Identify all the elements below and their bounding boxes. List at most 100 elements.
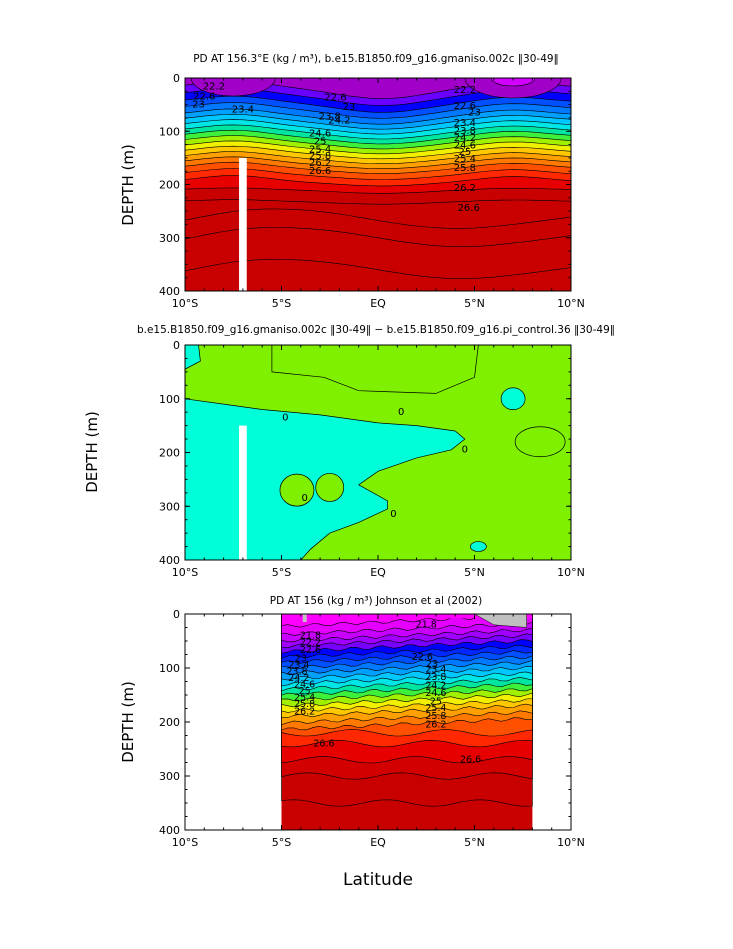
contour-label: 26.2	[294, 706, 315, 717]
contour-label: 24.2	[425, 681, 446, 692]
contour-label: 22.6	[300, 645, 321, 656]
x-tick-label: 10°S	[172, 836, 198, 849]
x-tick-label: 10°N	[557, 297, 585, 310]
contour-label: 24.2	[288, 673, 309, 684]
contour-label: 24.2	[454, 133, 476, 144]
contour-label: 23.8	[425, 672, 446, 683]
contour-label: 22.2	[454, 85, 476, 96]
diff-region-negative	[500, 387, 526, 411]
contour-label: 23.4	[454, 118, 476, 129]
contour-label: 25.8	[454, 163, 476, 174]
panel2-axes: 10°S 5°S EQ 5°N 10°N 0 100 200 300 400	[159, 339, 585, 579]
y-tick-label: 100	[159, 125, 180, 138]
y-tick-label: 0	[173, 339, 180, 352]
contour-label: 24.6	[309, 129, 331, 140]
y-tick-label: 200	[159, 179, 180, 192]
diff-region-positive	[279, 473, 315, 507]
y-tick-label: 0	[173, 608, 180, 621]
contour-label: 24.6	[425, 688, 446, 699]
contour-label: 23.4	[425, 664, 446, 675]
panel1-plot: 22.222.623 23.423.824.224.62525.425.826.2…	[185, 78, 571, 291]
contour-label: 0	[398, 407, 404, 418]
diff-region-negative	[470, 541, 487, 552]
x-tick-label: 5°S	[272, 836, 291, 849]
masked-column	[239, 425, 247, 560]
contour-label: 23.8	[286, 666, 307, 677]
y-tick-label: 300	[159, 232, 180, 245]
panel3-plot: 21.822.222.62323.423.824.224.62525.425.8…	[281, 614, 533, 830]
contour-label: 25.4	[294, 692, 315, 703]
x-tick-label: 10°N	[557, 566, 585, 579]
contour-label: 26.2	[309, 158, 331, 169]
contour-label: 0	[301, 493, 307, 504]
contour-label: 0	[282, 412, 288, 423]
contour-label: 23	[426, 659, 438, 670]
contour-label: 26.2	[425, 719, 446, 730]
y-tick-label: 100	[159, 662, 180, 675]
panel3-title: PD AT 156 (kg / m³) Johnson et al (2002)	[270, 595, 482, 607]
contour-label: 25.8	[309, 151, 331, 162]
y-tick-label: 400	[159, 285, 180, 298]
contour-label: 26.6	[309, 166, 331, 177]
contour-label: 0	[390, 509, 396, 520]
contour-label: 26.6	[313, 738, 334, 749]
contour-label: 22.6	[324, 92, 346, 103]
panel2-plot: 0 0 0 0 0	[185, 345, 571, 560]
contour-label: 23.4	[232, 105, 254, 116]
contour-label: 25	[458, 147, 471, 158]
contour-label: 23.8	[454, 126, 476, 137]
y-tick-label: 300	[159, 500, 180, 513]
missing-data	[302, 614, 307, 622]
x-tick-label: 5°N	[464, 297, 485, 310]
density-band	[190, 78, 276, 97]
panel1-title: PD AT 156.3°E (kg / m³), b.e15.B1850.f09…	[193, 53, 559, 65]
x-tick-label: 10°N	[557, 836, 585, 849]
y-tick-label: 400	[159, 554, 180, 567]
y-tick-label: 300	[159, 770, 180, 783]
density-band	[281, 614, 533, 619]
contour-label: 0	[462, 445, 468, 456]
contour-label: 23.4	[288, 660, 309, 671]
contour-label: 26.6	[458, 203, 480, 214]
density-band	[464, 78, 562, 99]
contour-label: 26.2	[454, 183, 476, 194]
contour-label: 22.2	[203, 82, 225, 93]
contour-label: 21.8	[300, 630, 321, 641]
contour-label: 26.6	[460, 755, 481, 766]
density-band	[490, 78, 536, 87]
panel3-axes: 10°S 5°S EQ 5°N 10°N 0 100 200 300 400	[159, 608, 585, 849]
diff-region-positive	[514, 426, 566, 458]
contour-label: 25.4	[454, 154, 476, 165]
contour-label: 23	[192, 99, 205, 110]
x-tick-label: 5°S	[272, 566, 291, 579]
y-tick-label: 200	[159, 447, 180, 460]
x-tick-label: 10°S	[172, 566, 198, 579]
panel1-ylabel: DEPTH (m)	[119, 144, 137, 226]
contour-label: 23	[343, 102, 356, 113]
panel1-axes: 10°S 5°S EQ 5°N 10°N 0 100 200 300 400	[159, 72, 585, 310]
missing-data	[473, 614, 527, 628]
contour-label: 25	[299, 686, 311, 697]
contour-label: 22.6	[412, 652, 433, 663]
x-tick-label: EQ	[370, 836, 386, 849]
contour-label: 24.6	[454, 140, 476, 151]
panel2-ylabel: DEPTH (m)	[83, 411, 101, 493]
diff-region-negative	[185, 345, 201, 370]
contour-label: 23	[295, 654, 307, 665]
contour-label: 23	[468, 107, 481, 118]
contour-label: 22.2	[300, 637, 321, 648]
y-tick-label: 200	[159, 716, 180, 729]
x-tick-label: 5°N	[464, 566, 485, 579]
x-tick-label: 5°S	[272, 297, 291, 310]
contour-label: 24.6	[294, 679, 315, 690]
diff-region-positive	[315, 473, 345, 502]
diff-region-positive	[271, 345, 479, 394]
contour-label: 25	[314, 137, 327, 148]
contour-label: 25.4	[309, 145, 331, 156]
panel3-ylabel: DEPTH (m)	[119, 681, 137, 763]
x-tick-label: 10°S	[172, 297, 198, 310]
masked-column	[239, 157, 247, 291]
y-tick-label: 100	[159, 393, 180, 406]
